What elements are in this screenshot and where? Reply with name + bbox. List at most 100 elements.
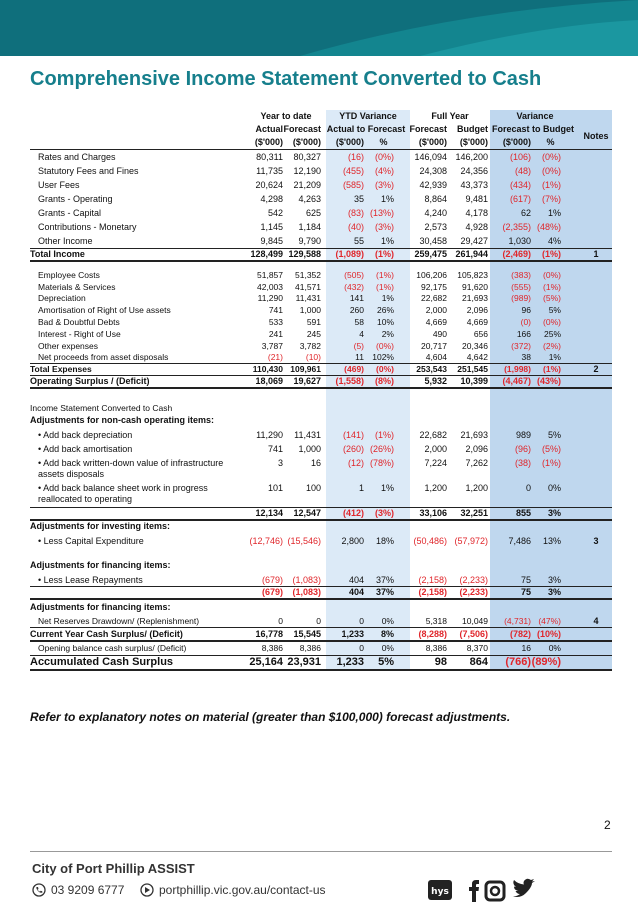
cell: (432) [344, 282, 364, 292]
cell: 62 [520, 208, 531, 218]
row-label: Employee Costs [38, 270, 100, 280]
cell: (1,083) [292, 575, 321, 585]
cell: 0 [359, 616, 364, 626]
cell: 1% [547, 208, 561, 218]
cell: 9,790 [298, 236, 321, 246]
cell: 8,386 [425, 643, 447, 653]
cell: 4,263 [298, 194, 321, 204]
cell: (0%) [543, 317, 561, 327]
cell: (2,355) [502, 222, 531, 232]
cell: (2,158) [418, 575, 447, 585]
cell: 106,206 [416, 270, 447, 280]
cell: 80,311 [256, 152, 283, 162]
cell: 20,624 [255, 180, 283, 190]
cell: 23,931 [287, 656, 321, 668]
row-label: • Less Lease Repayments [38, 575, 143, 585]
phone-icon [32, 883, 46, 897]
cell: 2,096 [466, 305, 488, 315]
cell: (989) [511, 293, 531, 303]
cell: (1,558) [335, 376, 364, 386]
row-label: • Less Capital Expenditure [38, 536, 144, 546]
cell: 11,735 [256, 166, 283, 176]
cell: 18,069 [255, 376, 283, 386]
cell: 146,094 [414, 152, 447, 162]
rule [30, 248, 612, 249]
cell: (782) [509, 629, 531, 639]
rule [30, 627, 612, 628]
cell: 8% [380, 629, 394, 639]
cell: 404 [348, 575, 364, 585]
cell: 146,200 [455, 152, 488, 162]
cell: (469) [344, 364, 364, 374]
row-label: Other Income [38, 236, 93, 246]
cell: 51,857 [257, 270, 283, 280]
cell: (12) [347, 458, 364, 468]
cell: 101 [267, 483, 283, 493]
cell: 11,290 [256, 430, 283, 440]
unit-header: ($'000) [459, 137, 488, 147]
cell: 15,545 [293, 629, 321, 639]
cell: 1,200 [465, 483, 488, 493]
group-header: Variance [516, 111, 554, 121]
cell: 4% [547, 236, 561, 246]
cell: (1%) [541, 458, 561, 468]
rule [30, 363, 612, 364]
cell: (455) [342, 166, 364, 176]
row-label: Accumulated Cash Surplus [30, 656, 174, 668]
cell: 26% [376, 305, 394, 315]
row-label: • Add back written-down value of infrast… [38, 458, 224, 479]
row-label: Bad & Doubtful Debts [38, 317, 120, 327]
cell: 4,669 [466, 317, 488, 327]
group-header: YTD Variance [339, 111, 397, 121]
note: 3 [593, 536, 599, 546]
cell: 0% [548, 643, 561, 653]
cell: 4,178 [465, 208, 488, 218]
cell: 542 [267, 208, 283, 218]
row-label: Total Income [30, 249, 85, 259]
row-label: Income Statement Converted to Cash [30, 403, 173, 413]
rule [30, 149, 612, 150]
row-label: Depreciation [38, 293, 86, 303]
cell: 4,298 [260, 194, 283, 204]
cell: (26%) [369, 444, 394, 454]
cell: (1%) [541, 180, 561, 190]
cell: 41,571 [295, 282, 321, 292]
cell: 109,961 [290, 364, 321, 374]
cell: (48%) [536, 222, 561, 232]
cell: 261,944 [455, 249, 488, 259]
cell: 80,327 [293, 152, 321, 162]
row-label: Interest - Right of Use [38, 329, 121, 339]
cell: 33,106 [419, 508, 447, 518]
cell: 7,224 [424, 458, 447, 468]
social-icons: hys [428, 878, 535, 902]
cell: 21,693 [462, 293, 488, 303]
rule [30, 598, 612, 600]
cell: 0 [525, 483, 531, 493]
cell: 22,682 [419, 430, 447, 440]
row-label: Grants - Operating [38, 194, 113, 204]
cell: (4%) [374, 166, 394, 176]
cell: (2%) [543, 341, 561, 351]
cell: (89%) [531, 656, 561, 668]
cell: (766) [505, 656, 531, 668]
page-title: Comprehensive Income Statement Converted… [30, 68, 542, 90]
cell: 253,543 [416, 364, 447, 374]
cell: 4,642 [466, 352, 488, 362]
unit-header: ($'000) [335, 137, 364, 147]
cell: (2,469) [502, 249, 531, 259]
cell: 166 [516, 329, 531, 339]
cell: (1,089) [335, 249, 364, 259]
cell: 0% [381, 643, 394, 653]
cell: (434) [509, 180, 531, 190]
cell: (679) [261, 587, 283, 597]
cell: 11,290 [257, 293, 283, 303]
cell: (4,731) [504, 616, 531, 626]
cell: 5,318 [425, 616, 447, 626]
cell: 13% [542, 536, 561, 546]
cell: (5%) [541, 444, 561, 454]
cell: (3%) [374, 222, 394, 232]
cell: 11 [355, 352, 364, 362]
rule [30, 640, 612, 642]
cell: (47%) [538, 616, 561, 626]
rule [30, 507, 612, 508]
